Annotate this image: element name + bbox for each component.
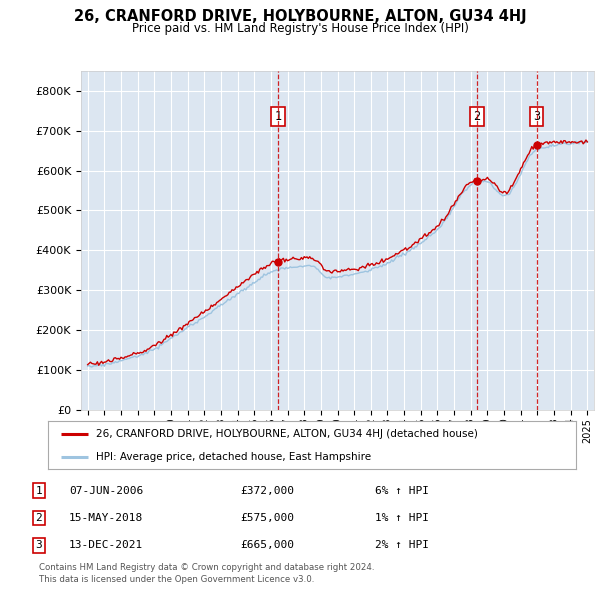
Text: 1: 1 xyxy=(35,486,43,496)
Text: 6% ↑ HPI: 6% ↑ HPI xyxy=(375,486,429,496)
Text: Contains HM Land Registry data © Crown copyright and database right 2024.: Contains HM Land Registry data © Crown c… xyxy=(39,563,374,572)
Text: HPI: Average price, detached house, East Hampshire: HPI: Average price, detached house, East… xyxy=(95,452,371,462)
Text: 3: 3 xyxy=(35,540,43,550)
Text: £372,000: £372,000 xyxy=(240,486,294,496)
Text: 13-DEC-2021: 13-DEC-2021 xyxy=(69,540,143,550)
Text: This data is licensed under the Open Government Licence v3.0.: This data is licensed under the Open Gov… xyxy=(39,575,314,584)
Text: 26, CRANFORD DRIVE, HOLYBOURNE, ALTON, GU34 4HJ (detached house): 26, CRANFORD DRIVE, HOLYBOURNE, ALTON, G… xyxy=(95,429,478,439)
Text: £665,000: £665,000 xyxy=(240,540,294,550)
Text: 3: 3 xyxy=(533,110,540,123)
Text: £575,000: £575,000 xyxy=(240,513,294,523)
Text: Price paid vs. HM Land Registry's House Price Index (HPI): Price paid vs. HM Land Registry's House … xyxy=(131,22,469,35)
Text: 2: 2 xyxy=(35,513,43,523)
Text: 07-JUN-2006: 07-JUN-2006 xyxy=(69,486,143,496)
Text: 1: 1 xyxy=(275,110,282,123)
Text: 15-MAY-2018: 15-MAY-2018 xyxy=(69,513,143,523)
Text: 1% ↑ HPI: 1% ↑ HPI xyxy=(375,513,429,523)
Text: 2: 2 xyxy=(473,110,481,123)
Text: 26, CRANFORD DRIVE, HOLYBOURNE, ALTON, GU34 4HJ: 26, CRANFORD DRIVE, HOLYBOURNE, ALTON, G… xyxy=(74,9,526,24)
Text: 2% ↑ HPI: 2% ↑ HPI xyxy=(375,540,429,550)
